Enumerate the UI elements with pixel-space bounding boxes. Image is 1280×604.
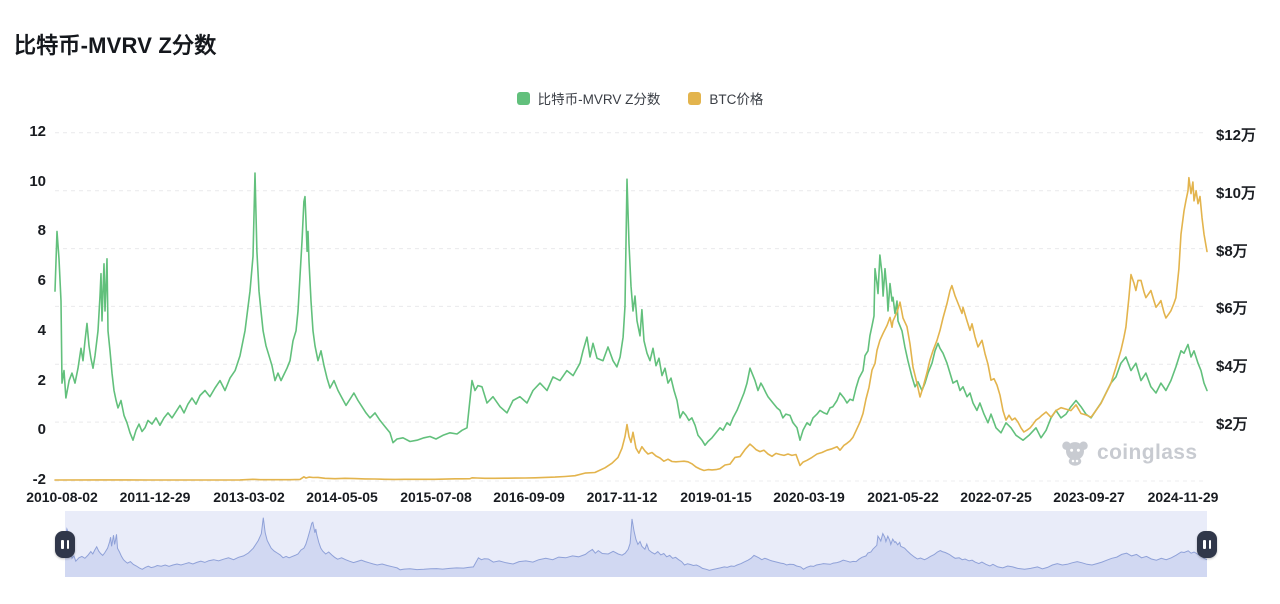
y-axis-left-tick-2: 2 [37,372,46,389]
y-axis-left-tick-0: 0 [37,421,46,438]
y-axis-left-tick--2: -2 [32,471,46,488]
navigator-left-handle[interactable] [55,531,75,558]
navigator-area [65,517,1207,577]
series-line-btc-price [54,176,1208,481]
page-title: 比特币-MVRV Z分数 [14,33,217,58]
chart-hover-area[interactable] [55,125,1207,481]
y-axis-left-tick-8: 8 [37,222,46,239]
legend-label-mvrv: 比特币-MVRV Z分数 [537,92,661,107]
x-axis-tick-2022-07-25: 2022-07-25 [960,489,1032,505]
x-axis-tick-2013-03-02: 2013-03-02 [213,489,285,505]
legend-label-btc-price: BTC价格 [709,92,764,107]
x-axis-tick-2011-12-29: 2011-12-29 [119,489,191,505]
x-axis-tick-2014-05-05: 2014-05-05 [306,489,378,505]
y-axis-left-tick-12: 12 [29,123,46,140]
btc-price-legend-swatch-icon [688,91,702,105]
navigator-track[interactable] [65,511,1207,577]
x-axis-tick-2019-01-15: 2019-01-15 [680,489,752,505]
y-axis-left-tick-4: 4 [37,322,46,339]
y-axis-left-tick-10: 10 [29,173,46,190]
y-axis-right-tick-12wan: $12万 [1216,127,1257,144]
y-axis-right-tick-8wan: $8万 [1216,243,1248,260]
x-axis-tick-2016-09-09: 2016-09-09 [493,489,565,505]
chart-legend: 比特币-MVRV Z分数 BTC价格 [0,88,1280,108]
legend-item-mvrv[interactable]: 比特币-MVRV Z分数 [516,88,661,108]
x-axis-tick-2024-11-29: 2024-11-29 [1147,489,1219,505]
x-axis-tick-2023-09-27: 2023-09-27 [1053,489,1125,505]
x-axis-tick-2021-05-22: 2021-05-22 [867,489,939,505]
y-axis-left-tick-6: 6 [37,272,46,289]
y-axis-right-tick-2wan: $2万 [1216,416,1248,433]
y-axis-right-tick-10wan: $10万 [1216,185,1257,202]
y-axis-right-tick-6wan: $6万 [1216,300,1248,317]
series-line-mvrv [54,172,1208,447]
y-axis-right-tick-4wan: $4万 [1216,358,1248,375]
x-axis-tick-2020-03-19: 2020-03-19 [773,489,845,505]
navigator-right-handle[interactable] [1197,531,1217,558]
navigator-line [64,517,1208,571]
x-axis-tick-2010-08-02: 2010-08-02 [26,489,98,505]
mvrv-legend-swatch-icon [516,91,530,105]
x-axis-tick-2015-07-08: 2015-07-08 [400,489,472,505]
x-axis-tick-2017-11-12: 2017-11-12 [586,489,658,505]
legend-item-btc-price[interactable]: BTC价格 [688,88,763,108]
